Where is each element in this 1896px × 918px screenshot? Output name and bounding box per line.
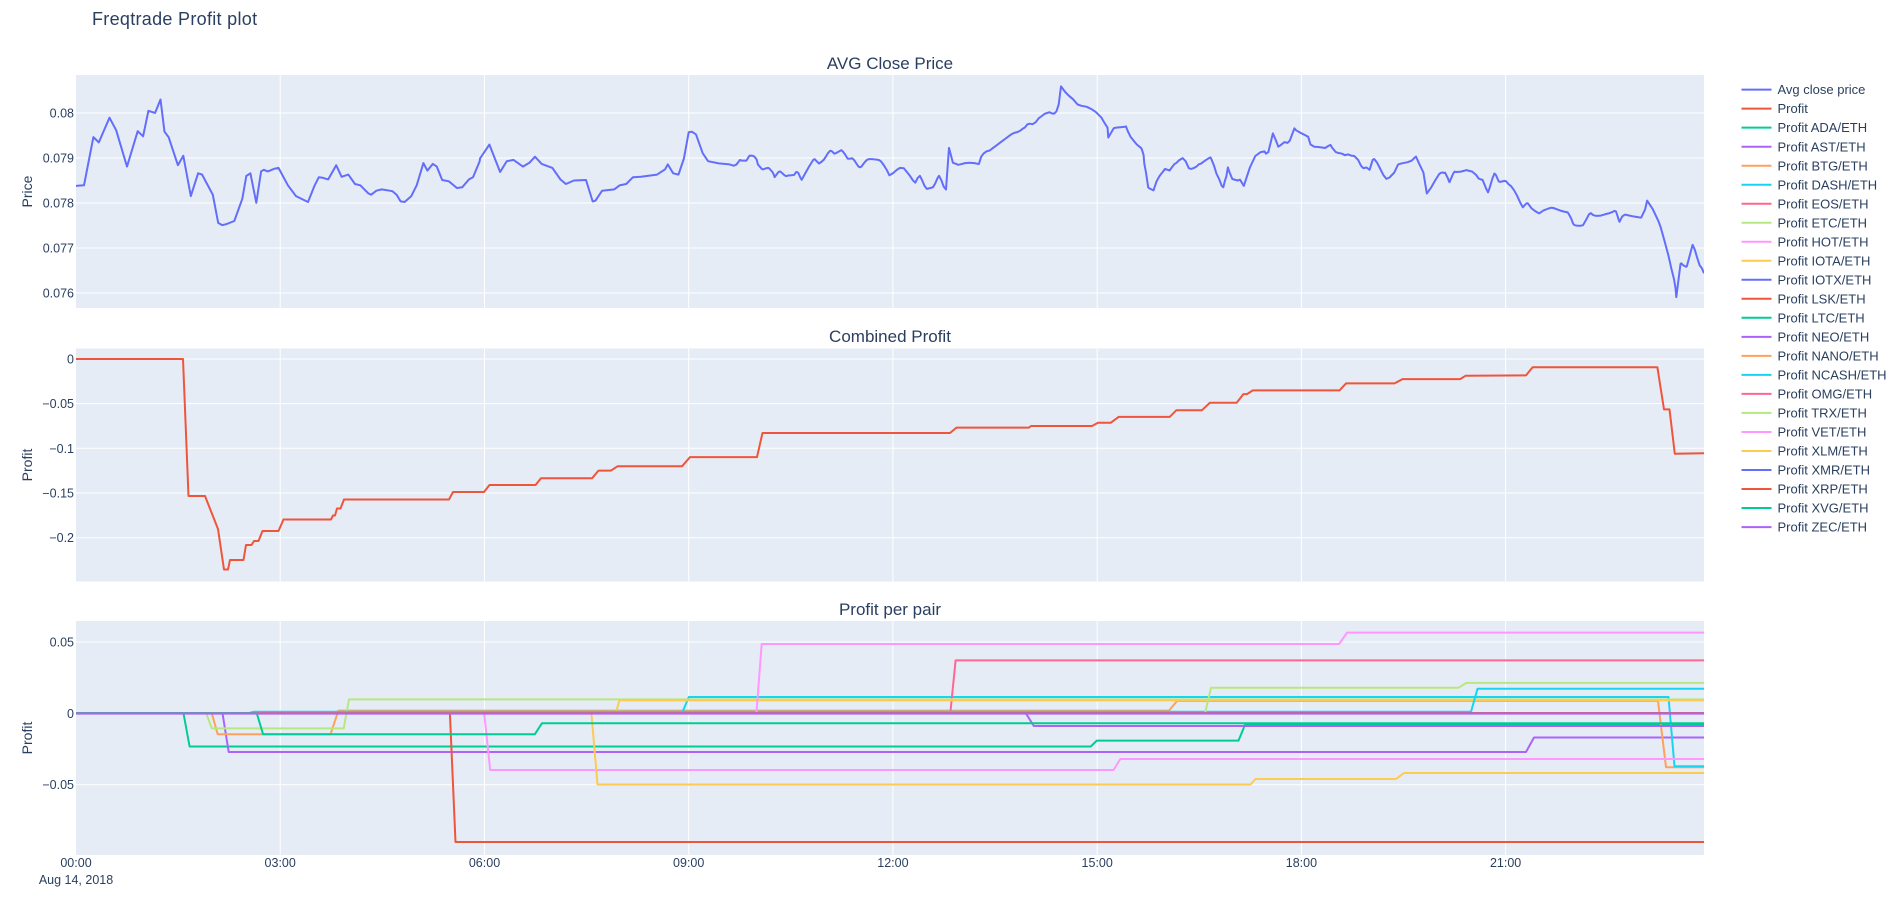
svg-text:Profit ETC/ETH: Profit ETC/ETH [1778, 215, 1868, 230]
svg-text:Profit IOTX/ETH: Profit IOTX/ETH [1778, 272, 1872, 287]
svg-text:0.076: 0.076 [43, 287, 74, 301]
svg-text:Profit LSK/ETH: Profit LSK/ETH [1778, 291, 1866, 306]
svg-text:06:00: 06:00 [469, 856, 500, 870]
svg-text:15:00: 15:00 [1082, 856, 1113, 870]
svg-text:−0.05: −0.05 [42, 778, 74, 792]
svg-text:Profit EOS/ETH: Profit EOS/ETH [1778, 196, 1869, 211]
svg-text:0.05: 0.05 [50, 636, 74, 650]
svg-text:−0.2: −0.2 [49, 531, 74, 545]
svg-text:−0.1: −0.1 [49, 442, 74, 456]
svg-text:Profit BTG/ETH: Profit BTG/ETH [1778, 158, 1868, 173]
svg-text:−0.05: −0.05 [42, 397, 74, 411]
svg-text:Profit ADA/ETH: Profit ADA/ETH [1778, 120, 1868, 135]
svg-text:AVG Close Price: AVG Close Price [827, 54, 953, 73]
svg-text:0.078: 0.078 [43, 197, 74, 211]
svg-text:Avg close price: Avg close price [1778, 82, 1866, 97]
svg-text:Profit OMG/ETH: Profit OMG/ETH [1778, 387, 1873, 402]
svg-text:0: 0 [67, 707, 74, 721]
svg-text:Price: Price [19, 175, 35, 207]
svg-text:Profit IOTA/ETH: Profit IOTA/ETH [1778, 253, 1871, 268]
svg-text:0.08: 0.08 [50, 107, 74, 121]
svg-text:12:00: 12:00 [877, 856, 908, 870]
svg-text:Profit NEO/ETH: Profit NEO/ETH [1778, 330, 1870, 345]
svg-text:0.077: 0.077 [43, 242, 74, 256]
svg-text:Profit: Profit [19, 722, 35, 755]
svg-text:Profit TRX/ETH: Profit TRX/ETH [1778, 406, 1867, 421]
svg-text:Profit HOT/ETH: Profit HOT/ETH [1778, 234, 1869, 249]
svg-text:Profit XRP/ETH: Profit XRP/ETH [1778, 482, 1868, 497]
svg-text:Profit NANO/ETH: Profit NANO/ETH [1778, 349, 1879, 364]
svg-text:Profit LTC/ETH: Profit LTC/ETH [1778, 310, 1865, 325]
svg-text:03:00: 03:00 [265, 856, 296, 870]
svg-text:00:00: 00:00 [60, 856, 91, 870]
svg-text:09:00: 09:00 [673, 856, 704, 870]
svg-text:Profit NCASH/ETH: Profit NCASH/ETH [1778, 368, 1887, 383]
svg-text:Profit DASH/ETH: Profit DASH/ETH [1778, 177, 1878, 192]
svg-text:Freqtrade Profit plot: Freqtrade Profit plot [92, 9, 257, 29]
svg-text:0: 0 [67, 353, 74, 367]
svg-text:21:00: 21:00 [1490, 856, 1521, 870]
svg-text:Profit XVG/ETH: Profit XVG/ETH [1778, 501, 1869, 516]
svg-text:Profit per pair: Profit per pair [839, 600, 941, 619]
svg-text:Profit AST/ETH: Profit AST/ETH [1778, 139, 1866, 154]
svg-text:Profit XMR/ETH: Profit XMR/ETH [1778, 463, 1870, 478]
svg-text:0.079: 0.079 [43, 152, 74, 166]
svg-text:Profit XLM/ETH: Profit XLM/ETH [1778, 444, 1868, 459]
svg-text:Profit ZEC/ETH: Profit ZEC/ETH [1778, 520, 1868, 535]
svg-text:Profit: Profit [1778, 101, 1809, 116]
svg-text:Combined Profit: Combined Profit [829, 327, 951, 346]
svg-text:−0.15: −0.15 [42, 487, 74, 501]
svg-text:18:00: 18:00 [1286, 856, 1317, 870]
svg-text:Aug 14, 2018: Aug 14, 2018 [39, 873, 113, 887]
svg-text:Profit: Profit [19, 449, 35, 482]
svg-text:Profit VET/ETH: Profit VET/ETH [1778, 425, 1867, 440]
